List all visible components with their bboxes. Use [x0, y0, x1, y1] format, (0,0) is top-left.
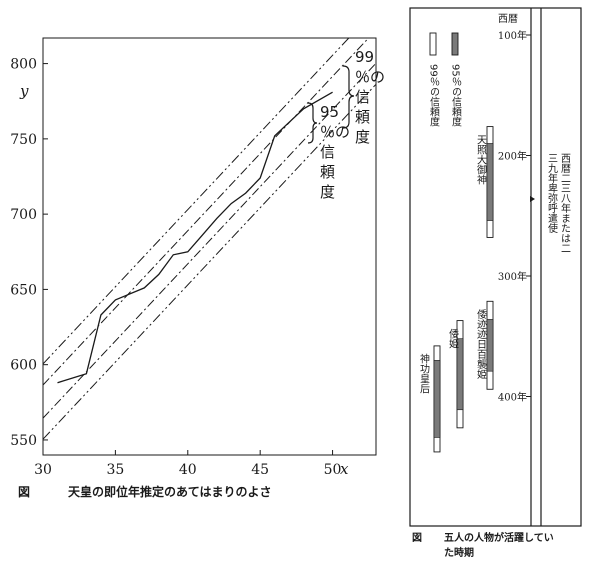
- timeline-caption-b: た時期: [444, 546, 474, 559]
- marker-text-a: 西暦二三八年または二: [559, 153, 571, 253]
- y-tick-label: 750: [10, 132, 37, 148]
- x-tick-label: 35: [106, 462, 124, 478]
- band-label-99: 99 ％の 信 頼 度: [355, 48, 390, 146]
- y-tick-label: 650: [10, 282, 37, 298]
- interval-95-bar: [486, 143, 494, 221]
- band-label-95: 95 ％の 信 頼 度: [320, 103, 355, 201]
- band-label-95-c: 信: [320, 143, 335, 161]
- fit-chart: 550 600 650 700 750 800 30 35 40 45 50 y x 99 ％の …: [10, 37, 390, 499]
- year-tick-label: 300年: [498, 270, 527, 283]
- legend-label-99: 99％の信頼度: [428, 64, 440, 128]
- axis-header: 西暦: [498, 13, 518, 25]
- marker-arrow: [530, 196, 535, 202]
- band-label-95-d: 頼: [320, 163, 335, 181]
- x-tick-label: 40: [179, 462, 197, 478]
- band-label-95-b: ％の: [320, 123, 350, 141]
- band-label-99-d: 頼: [355, 108, 370, 126]
- person-label: 神功皇后: [418, 353, 430, 395]
- band-label-99-a: 99: [355, 48, 374, 66]
- brace-99: [342, 65, 355, 129]
- plot-frame: [42, 37, 377, 456]
- observed-series: [57, 91, 333, 384]
- person-label: 天照大御神: [475, 135, 487, 186]
- band-line: [42, 62, 377, 419]
- brace-95: [307, 102, 318, 144]
- person-label: 倭姫: [447, 328, 459, 349]
- year-tick-label: 200年: [498, 150, 527, 163]
- x-tick-label: 30: [34, 462, 52, 478]
- x-tick-label: 50: [324, 462, 342, 478]
- y-tick-label: 800: [10, 57, 37, 73]
- y-tick-label: 700: [10, 207, 37, 223]
- legend-label-95: 95％の信頼度: [450, 64, 462, 128]
- year-tick-label: 100年: [498, 29, 527, 42]
- y-tick-label: 550: [10, 433, 37, 449]
- timeline-frame: [409, 7, 582, 527]
- timeline-legend: 99％の信頼度 95％の信頼度: [428, 32, 462, 128]
- legend-swatch-95: [451, 32, 459, 56]
- band-label-99-b: ％の: [355, 68, 385, 86]
- timeline-caption-prefix: 図: [412, 532, 422, 544]
- timeline-chart: 西暦 100年 200年 300年 400年 99％の信頼度 95％の信頼度 天照大御神…: [409, 7, 582, 559]
- interval-95-bar: [456, 338, 464, 411]
- x-tick-label: 45: [251, 462, 269, 478]
- interval-95-bar: [433, 360, 441, 438]
- legend-swatch-99: [429, 32, 437, 56]
- caption-prefix: 図: [18, 485, 30, 499]
- chart-caption: 天皇の即位年推定のあてはまりのよさ: [68, 484, 272, 499]
- year-ticks: 100年 200年 300年 400年: [498, 29, 531, 404]
- band-line: [42, 37, 369, 386]
- band-label-99-e: 度: [355, 128, 370, 146]
- timeline-caption-a: 五人の人物が活躍してい: [444, 531, 554, 544]
- band-label-95-a: 95: [320, 103, 339, 121]
- y-axis-ticks: 550 600 650 700 750 800: [10, 57, 48, 449]
- confidence-bands: [42, 37, 377, 440]
- person-label: 倭迹迹日百襲姫: [475, 309, 487, 380]
- x-axis-label: x: [340, 460, 349, 478]
- interval-95-bar: [486, 319, 494, 372]
- band-line: [42, 37, 350, 365]
- y-tick-label: 600: [10, 358, 37, 374]
- x-axis-ticks: 30 35 40 45 50: [34, 450, 341, 478]
- y-axis-label: y: [19, 82, 29, 100]
- band-line: [42, 83, 377, 440]
- band-label-99-c: 信: [355, 88, 370, 106]
- year-tick-label: 400年: [498, 391, 527, 404]
- observed-line: [57, 91, 333, 384]
- marker-text-b: 三九年卑弥呼遣使: [546, 153, 558, 234]
- band-label-95-e: 度: [320, 183, 335, 201]
